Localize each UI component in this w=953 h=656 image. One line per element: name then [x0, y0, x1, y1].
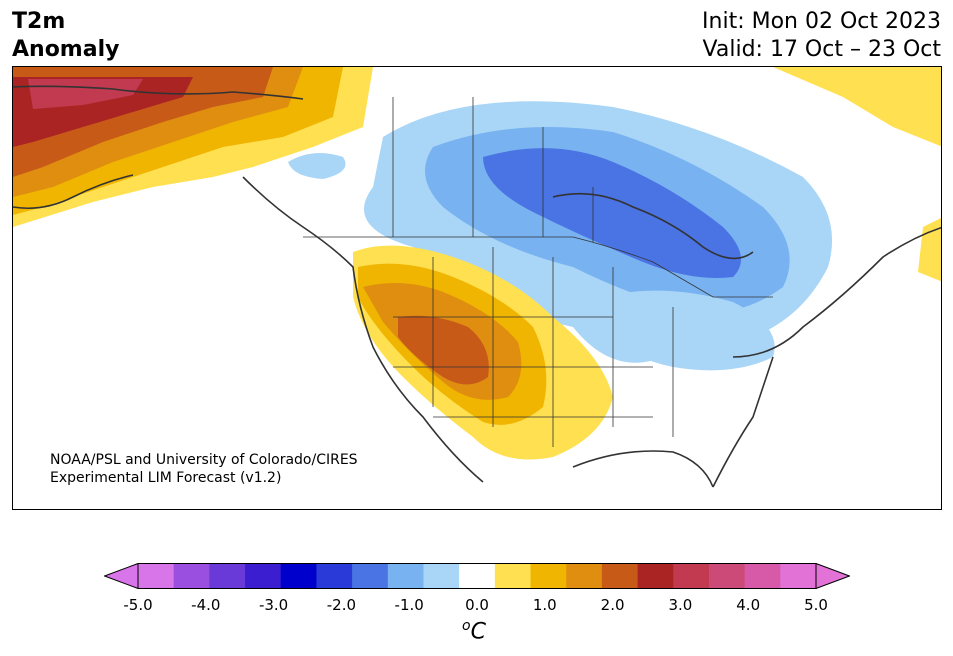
colorbar-tick-label: 3.0 [668, 596, 693, 614]
colorbar-cell [209, 563, 246, 589]
valid-dates: Valid: 17 Oct – 23 Oct [702, 37, 941, 62]
colorbar-ticks: -5.0 -4.0 -3.0 -2.0 -1.0 0.0 1.0 2.0 3.0 4.0 5.0 [0, 596, 953, 616]
east-coast [712, 226, 941, 488]
map-credit-line1: NOAA/PSL and University of Colorado/CIRE… [50, 452, 358, 468]
bc-cool [288, 153, 346, 179]
colorbar-cell [316, 563, 353, 589]
colorbar-tick-label: -3.0 [258, 596, 289, 614]
colorbar-cell [280, 563, 317, 589]
labrador-anomaly [918, 218, 941, 282]
colorbar-tick-label: -1.0 [394, 596, 424, 614]
gulf-coast [572, 450, 714, 488]
colorbar-tick-label: -2.0 [326, 596, 357, 614]
variable-name: T2m [12, 9, 66, 34]
map-panel: NOAA/PSL and University of Colorado/CIRE… [12, 66, 942, 510]
colorbar-cell [138, 563, 175, 589]
colorbar-cell [423, 563, 460, 589]
colorbar-tick-label: 4.0 [736, 596, 761, 614]
init-date: Init: Mon 02 Oct 2023 [702, 9, 941, 34]
hudson-bay [552, 192, 754, 260]
colorbar [104, 563, 850, 589]
alaska-coast [13, 85, 304, 210]
colorbar-cell [459, 563, 496, 589]
canada-provinces [392, 97, 594, 242]
colorbar-under-arrow [104, 563, 139, 589]
map-credit-line2: Experimental LIM Forecast (v1.2) [50, 470, 281, 486]
colorbar-cell [530, 563, 567, 589]
colorbar-cell [245, 563, 282, 589]
map-title: T2m Anomaly [12, 8, 119, 64]
colorbar-tick-label: -4.0 [191, 596, 221, 614]
colorbar-cell [387, 563, 424, 589]
variable-subtitle: Anomaly [12, 37, 120, 62]
colorbar-cell [780, 563, 817, 589]
us-canada-border [303, 236, 773, 298]
colorbar-cell [601, 563, 639, 589]
colorbar-cell [173, 563, 210, 589]
unit-letter: C [470, 619, 486, 645]
anomaly-map: NOAA/PSL and University of Colorado/CIRE… [13, 67, 941, 488]
great-lakes-cool [603, 290, 775, 371]
colorbar-cell [744, 563, 781, 589]
forecast-dates: Init: Mon 02 Oct 2023 Valid: 17 Oct – 23… [702, 8, 941, 64]
colorbar-cell [708, 563, 746, 589]
colorbar-unit: oC [462, 618, 486, 644]
colorbar-tick-label: 1.0 [532, 596, 557, 614]
colorbar-cell [352, 563, 389, 589]
colorbar-over-arrow [815, 563, 850, 589]
colorbar-tick-label: 2.0 [600, 596, 625, 614]
unit-degree: o [462, 618, 471, 634]
colorbar-cell [673, 563, 710, 589]
colorbar-cell [494, 563, 532, 589]
colorbar-cells [137, 563, 817, 589]
canada-cold-3 [483, 148, 741, 278]
us-states [393, 247, 674, 447]
colorbar-cell [566, 563, 603, 589]
colorbar-tick-label: 0.0 [465, 596, 489, 614]
colorbar-tick-label: 5.0 [804, 596, 828, 614]
greenland-anomaly [773, 67, 941, 147]
colorbar-tick-label: -5.0 [123, 596, 153, 614]
colorbar-cell [637, 563, 674, 589]
west-coast [242, 176, 484, 483]
